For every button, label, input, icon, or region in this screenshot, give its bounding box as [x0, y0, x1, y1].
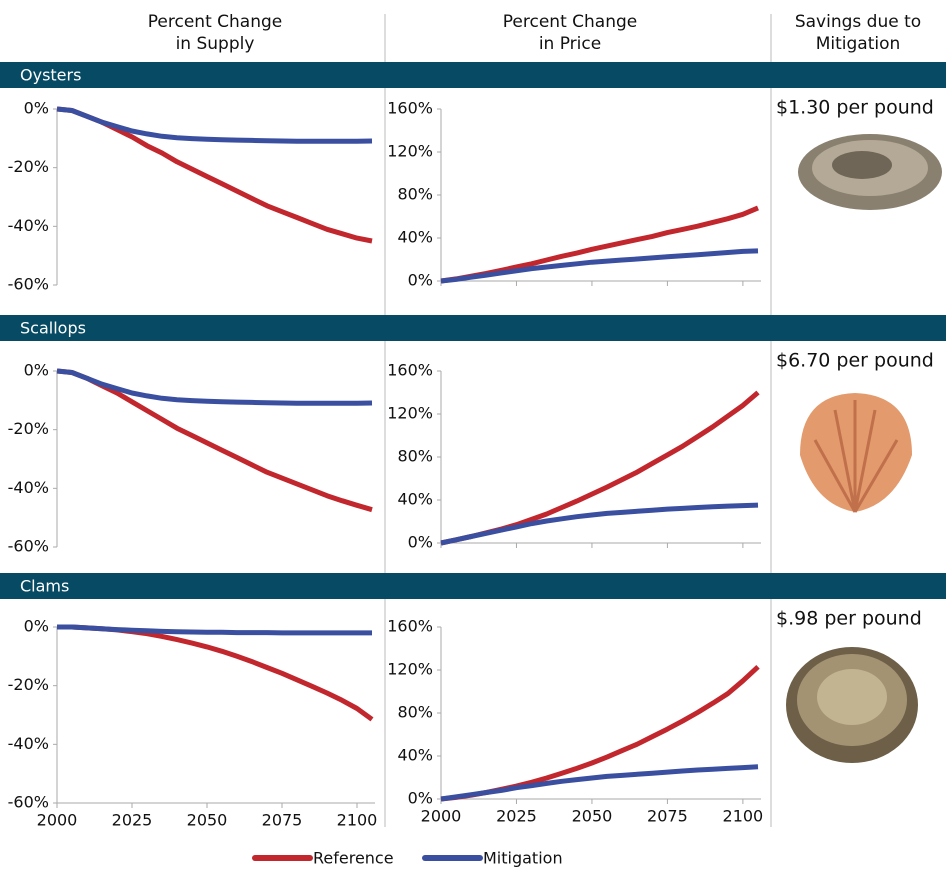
y-tick-label: 40% — [397, 490, 433, 509]
series-line — [440, 248, 759, 284]
series-line — [56, 368, 373, 406]
x-tick-label: 2025 — [112, 811, 153, 830]
section-bar — [0, 315, 946, 341]
y-tick-label: -60% — [8, 275, 49, 294]
column-header: in Price — [539, 34, 601, 54]
section-label: Oysters — [20, 66, 81, 85]
y-tick-label: 0% — [408, 271, 433, 290]
y-tick-label: 120% — [387, 660, 433, 679]
column-header: Percent Change — [503, 12, 637, 32]
chart: 0% -20% -40% -60% — [8, 99, 373, 294]
y-tick-label: 0% — [24, 617, 49, 636]
savings-label: $1.30 per pound — [776, 97, 934, 119]
x-tick-label: 2100 — [723, 807, 764, 826]
column-header: in Supply — [176, 34, 255, 54]
clam-image — [786, 647, 918, 763]
y-tick-label: 160% — [387, 361, 433, 380]
column-header: Savings due to — [795, 12, 921, 32]
x-tick-label: 2075 — [262, 811, 303, 830]
column-header: Mitigation — [816, 34, 901, 54]
y-tick-label: 40% — [397, 228, 433, 247]
x-tick-label: 2000 — [421, 807, 462, 826]
series-line — [57, 624, 372, 636]
chart: 0% -20% -40% -60%2000 2025 2050 2075 2100 — [8, 617, 378, 830]
section-label: Clams — [20, 577, 69, 596]
savings-label: $.98 per pound — [776, 608, 922, 630]
chart: 0% -20% -40% -60% — [8, 361, 373, 556]
series-line — [440, 205, 759, 284]
x-tick-label: 2100 — [337, 811, 378, 830]
y-tick-label: -40% — [8, 216, 49, 235]
series-line — [440, 764, 759, 802]
legend-label: Mitigation — [483, 849, 563, 868]
y-tick-label: -20% — [8, 157, 49, 176]
chart: 0% 40% 80% 120% 160% — [387, 361, 761, 552]
legend-label: Reference — [313, 849, 394, 868]
y-tick-label: -40% — [8, 478, 49, 497]
chart: 0% 40% 80% 120% 160% — [387, 99, 761, 290]
y-tick-label: -40% — [8, 734, 49, 753]
section-bar — [0, 62, 946, 88]
series-line — [440, 502, 759, 546]
x-tick-label: 2075 — [647, 807, 688, 826]
y-tick-label: 80% — [397, 447, 433, 466]
y-tick-label: -60% — [8, 537, 49, 556]
y-tick-label: -20% — [8, 419, 49, 438]
y-tick-label: 0% — [24, 99, 49, 118]
series-line — [56, 368, 373, 513]
y-tick-label: -20% — [8, 675, 49, 694]
series-line — [440, 390, 760, 546]
x-tick-label: 2000 — [37, 811, 78, 830]
chart: 0% 40% 80% 120% 160% 2000 2025 2050 2075 2100 — [387, 617, 763, 826]
y-tick-label: 40% — [397, 746, 433, 765]
y-tick-label: 120% — [387, 142, 433, 161]
y-tick-label: 160% — [387, 99, 433, 118]
y-tick-label: 120% — [387, 404, 433, 423]
savings-label: $6.70 per pound — [776, 350, 934, 372]
section-bar — [0, 573, 946, 599]
x-tick-label: 2025 — [496, 807, 537, 826]
y-tick-label: 0% — [408, 533, 433, 552]
scallop-image — [800, 393, 912, 513]
series-line — [56, 106, 373, 144]
section-label: Scallops — [20, 319, 86, 338]
series-line — [56, 106, 373, 244]
y-tick-label: 80% — [397, 185, 433, 204]
series-line — [57, 624, 374, 722]
x-tick-label: 2050 — [572, 807, 613, 826]
x-tick-label: 2050 — [187, 811, 228, 830]
y-tick-label: 80% — [397, 703, 433, 722]
oyster-image — [798, 134, 942, 210]
y-tick-label: 0% — [408, 789, 433, 808]
y-tick-label: -60% — [8, 793, 49, 812]
y-tick-label: 160% — [387, 617, 433, 636]
y-tick-label: 0% — [24, 361, 49, 380]
column-header: Percent Change — [148, 12, 282, 32]
